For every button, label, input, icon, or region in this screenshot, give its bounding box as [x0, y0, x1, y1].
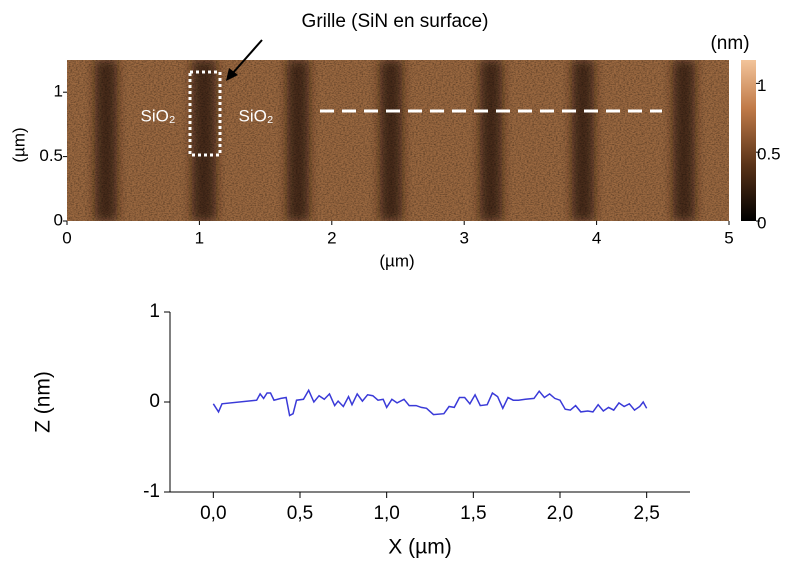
y-tick-label: 0: [54, 210, 63, 229]
x-tick-label: 1,0: [373, 503, 399, 524]
colorbar-tick-label: 0: [757, 213, 766, 232]
x-tick-label: 1,5: [460, 503, 486, 524]
y-tick-label: 1: [54, 82, 63, 101]
x-tick-label: 2: [327, 228, 336, 247]
x-tick-label: 1: [195, 228, 204, 247]
x-tick-label: 3: [459, 228, 468, 247]
colorbar-label: (nm): [710, 33, 749, 54]
x-tick-label: 4: [592, 228, 601, 247]
colorbar: [741, 60, 756, 221]
afm-image: Grille (SiN en surface) SiO₂ SiO₂ (µm) (…: [9, 11, 780, 270]
x-tick-label: 0: [62, 228, 71, 247]
y-axis-label: Z (nm): [32, 371, 55, 433]
x-axis-label: (µm): [379, 251, 414, 270]
y-axis-label: (µm): [9, 127, 28, 162]
annotation: SiO₂: [141, 106, 176, 125]
x-tick-label: 0,0: [200, 503, 226, 524]
x-tick-label: 0,5: [287, 503, 313, 524]
x-tick-label: 5: [724, 228, 733, 247]
x-tick-label: 2,0: [547, 503, 573, 524]
y-tick-label: 0.5: [39, 146, 63, 165]
y-tick-label: 1: [149, 301, 160, 322]
arrow-head: [226, 68, 238, 81]
y-tick-label: 0: [149, 391, 160, 412]
grid-box: [188, 70, 222, 157]
profile-chart: X (µm) Z (nm) 0,0 0,5 1,0 1,5 2,0 2,5 -1 0 1: [32, 301, 690, 559]
profile-line: [212, 388, 648, 417]
x-axis-label: X (µm): [388, 536, 451, 559]
colorbar-tick-label: 0.5: [757, 145, 781, 164]
annotation: SiO₂: [239, 106, 274, 125]
annotation: Grille (SiN en surface): [302, 11, 489, 32]
arrow: [231, 39, 263, 75]
x-tick-label: 2,5: [633, 503, 659, 524]
y-tick-label: -1: [143, 481, 160, 502]
colorbar-tick-label: 1: [757, 76, 766, 95]
afm-texture: [67, 60, 729, 221]
